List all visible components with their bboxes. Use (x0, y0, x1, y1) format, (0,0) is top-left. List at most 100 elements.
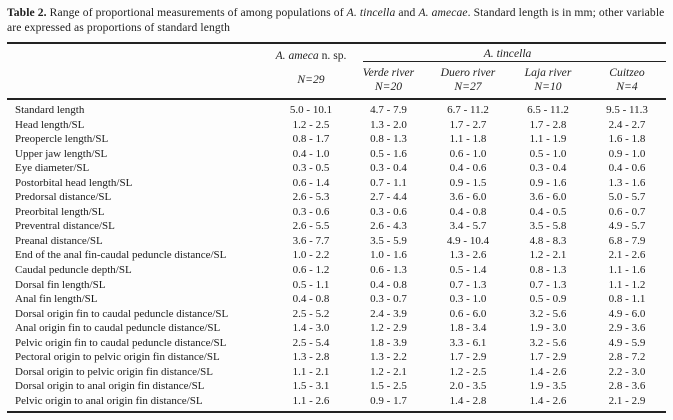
row-value: 0.3 - 0.4 (370, 162, 407, 175)
empty-header-cell (7, 62, 273, 100)
row-label: Head length/SL (15, 118, 85, 131)
table-header: A. ameca n. sp. A. tincella N=29 Verde r… (7, 43, 667, 100)
column-header-row: N=29 Verde river N=20 Duero river N=27 Laj… (7, 62, 667, 100)
row-value: 0.9 - 1.6 (529, 176, 567, 189)
row-value: 0.3 - 0.5 (292, 162, 330, 175)
ameca-species-label: A. ameca (275, 49, 319, 62)
row-value: 1.3 - 2.8 (292, 351, 330, 364)
row-value: 1.8 - 3.4 (449, 322, 487, 335)
caption-part: A. tincella (346, 6, 396, 19)
table-row: Postorbital head length/SL 0.6 - 1.4 0.7 -… (7, 176, 666, 191)
row-value: 0.7 - 1.1 (370, 176, 407, 189)
row-value: 2.2 - 3.0 (608, 365, 646, 378)
row-value: 1.9 - 3.5 (529, 380, 567, 393)
row-value: 1.4 - 3.0 (292, 322, 330, 335)
row-value: 0.3 - 0.7 (370, 293, 407, 306)
row-value: 1.2 - 2.1 (370, 365, 407, 378)
row-value: 0.7 - 1.3 (529, 278, 567, 291)
row-value: 2.4 - 3.9 (370, 307, 407, 320)
row-value: 2.1 - 2.9 (608, 394, 646, 407)
row-value: 6.7 - 11.2 (447, 104, 489, 116)
row-value: 0.4 - 0.6 (449, 162, 487, 175)
row-value: 0.6 - 1.0 (449, 147, 487, 160)
row-value: 2.5 - 5.4 (292, 336, 330, 349)
group-header-ameca: A. ameca n. sp. (273, 43, 349, 62)
row-label: Pelvic origin to anal origin fin distanc… (15, 394, 203, 407)
row-value: 1.7 - 2.8 (529, 118, 567, 131)
row-value: 1.2 - 2.9 (370, 322, 407, 335)
table-row: Preopercle length/SL 0.8 - 1.7 0.8 - 1.3 1.… (7, 132, 666, 147)
row-value: 3.6 - 6.0 (449, 191, 487, 204)
row-value: 6.5 - 11.2 (527, 104, 569, 116)
row-value: 2.4 - 2.7 (608, 118, 646, 131)
row-label: Pelvic origin fin to caudal peduncle dis… (15, 336, 227, 349)
row-value: 1.5 - 3.1 (292, 380, 330, 393)
row-value: 1.7 - 2.9 (529, 351, 567, 364)
row-label: Predorsal distance/SL (15, 191, 112, 204)
caption-part: Table 2. (7, 6, 47, 19)
row-value: 2.9 - 3.6 (608, 322, 646, 335)
column-header-ameca-n: N=29 (273, 62, 349, 100)
row-value: 1.4 - 2.8 (449, 394, 487, 407)
row-value: 2.1 - 2.6 (608, 249, 646, 262)
row-value: 0.6 - 1.4 (292, 176, 330, 189)
row-value: 4.7 - 7.9 (370, 104, 407, 116)
row-value: 2.6 - 5.5 (292, 220, 330, 233)
row-label: Postorbital head length/SL (15, 176, 133, 189)
ameca-suffix-label: n. sp. (318, 49, 347, 62)
row-value: 0.3 - 0.6 (292, 205, 330, 218)
row-value: 0.5 - 0.9 (529, 293, 567, 306)
row-value: 3.4 - 5.7 (449, 220, 487, 233)
table-row: Dorsal origin fin to caudal peduncle dis… (7, 307, 666, 322)
group-header-row: A. ameca n. sp. A. tincella (7, 43, 667, 62)
row-label: Pectoral origin to pelvic origin fin dis… (15, 351, 220, 364)
row-value: 1.3 - 2.2 (370, 351, 407, 364)
row-value: 5.0 - 10.1 (289, 104, 333, 116)
measurement-table: A. ameca n. sp. A. tincella N=29 Verde r… (7, 42, 667, 414)
row-label: Preventral distance/SL (15, 220, 115, 233)
row-value: 0.4 - 0.6 (608, 162, 646, 175)
row-value: 1.3 - 1.6 (608, 176, 646, 189)
row-label: Anal origin fin to caudal peduncle dista… (15, 322, 221, 335)
row-value: 2.6 - 5.3 (292, 191, 330, 204)
row-value: 2.0 - 3.5 (449, 380, 487, 393)
row-value: 6.8 - 7.9 (608, 234, 646, 247)
row-value: 0.3 - 0.6 (370, 205, 407, 218)
row-value: 0.5 - 1.0 (529, 147, 567, 160)
row-value: 1.1 - 1.8 (449, 133, 487, 146)
row-label: Eye diameter/SL (15, 162, 90, 175)
row-value: 0.8 - 1.3 (370, 133, 407, 146)
row-value: 1.6 - 1.8 (608, 133, 646, 146)
row-value: 4.9 - 5.7 (608, 220, 646, 233)
row-value: 0.9 - 1.5 (449, 176, 487, 189)
table-row: Anal origin fin to caudal peduncle dista… (7, 321, 666, 336)
row-value: 1.3 - 2.6 (449, 249, 487, 262)
row-label: Standard length (15, 104, 85, 116)
table-row: Pelvic origin to anal origin fin distanc… (7, 394, 666, 413)
row-value: 1.5 - 2.5 (370, 380, 407, 393)
row-value: 3.3 - 6.1 (449, 336, 487, 349)
row-label: Preanal distance/SL (15, 234, 103, 247)
row-value: 1.1 - 1.2 (608, 278, 646, 291)
table-caption: Table 2. Range of proportional measureme… (7, 5, 666, 35)
caption-part: and (395, 6, 419, 19)
row-value: 1.1 - 2.6 (292, 394, 330, 407)
row-value: 0.4 - 0.8 (449, 205, 487, 218)
row-value: 1.1 - 2.1 (292, 365, 330, 378)
row-value: 0.4 - 0.5 (529, 205, 567, 218)
column-header-laja-river: Laja river N=10 (508, 62, 588, 100)
row-value: 1.2 - 2.1 (529, 249, 567, 262)
row-value: 2.8 - 7.2 (608, 351, 646, 364)
row-value: 0.8 - 1.3 (529, 264, 567, 277)
row-value: 3.5 - 5.8 (529, 220, 567, 233)
row-value: 3.2 - 5.6 (529, 336, 567, 349)
row-value: 1.1 - 1.6 (608, 264, 646, 277)
row-value: 0.8 - 1.1 (608, 293, 646, 306)
row-value: 0.9 - 1.0 (608, 147, 646, 160)
row-label: Dorsal origin to pelvic origin fin dista… (15, 365, 213, 378)
row-value: 1.9 - 3.0 (529, 322, 567, 335)
row-value: 2.8 - 3.6 (608, 380, 646, 393)
row-label: Dorsal origin fin to caudal peduncle dis… (15, 307, 229, 320)
caption-part: Range of proportional measurements of am… (46, 6, 347, 19)
